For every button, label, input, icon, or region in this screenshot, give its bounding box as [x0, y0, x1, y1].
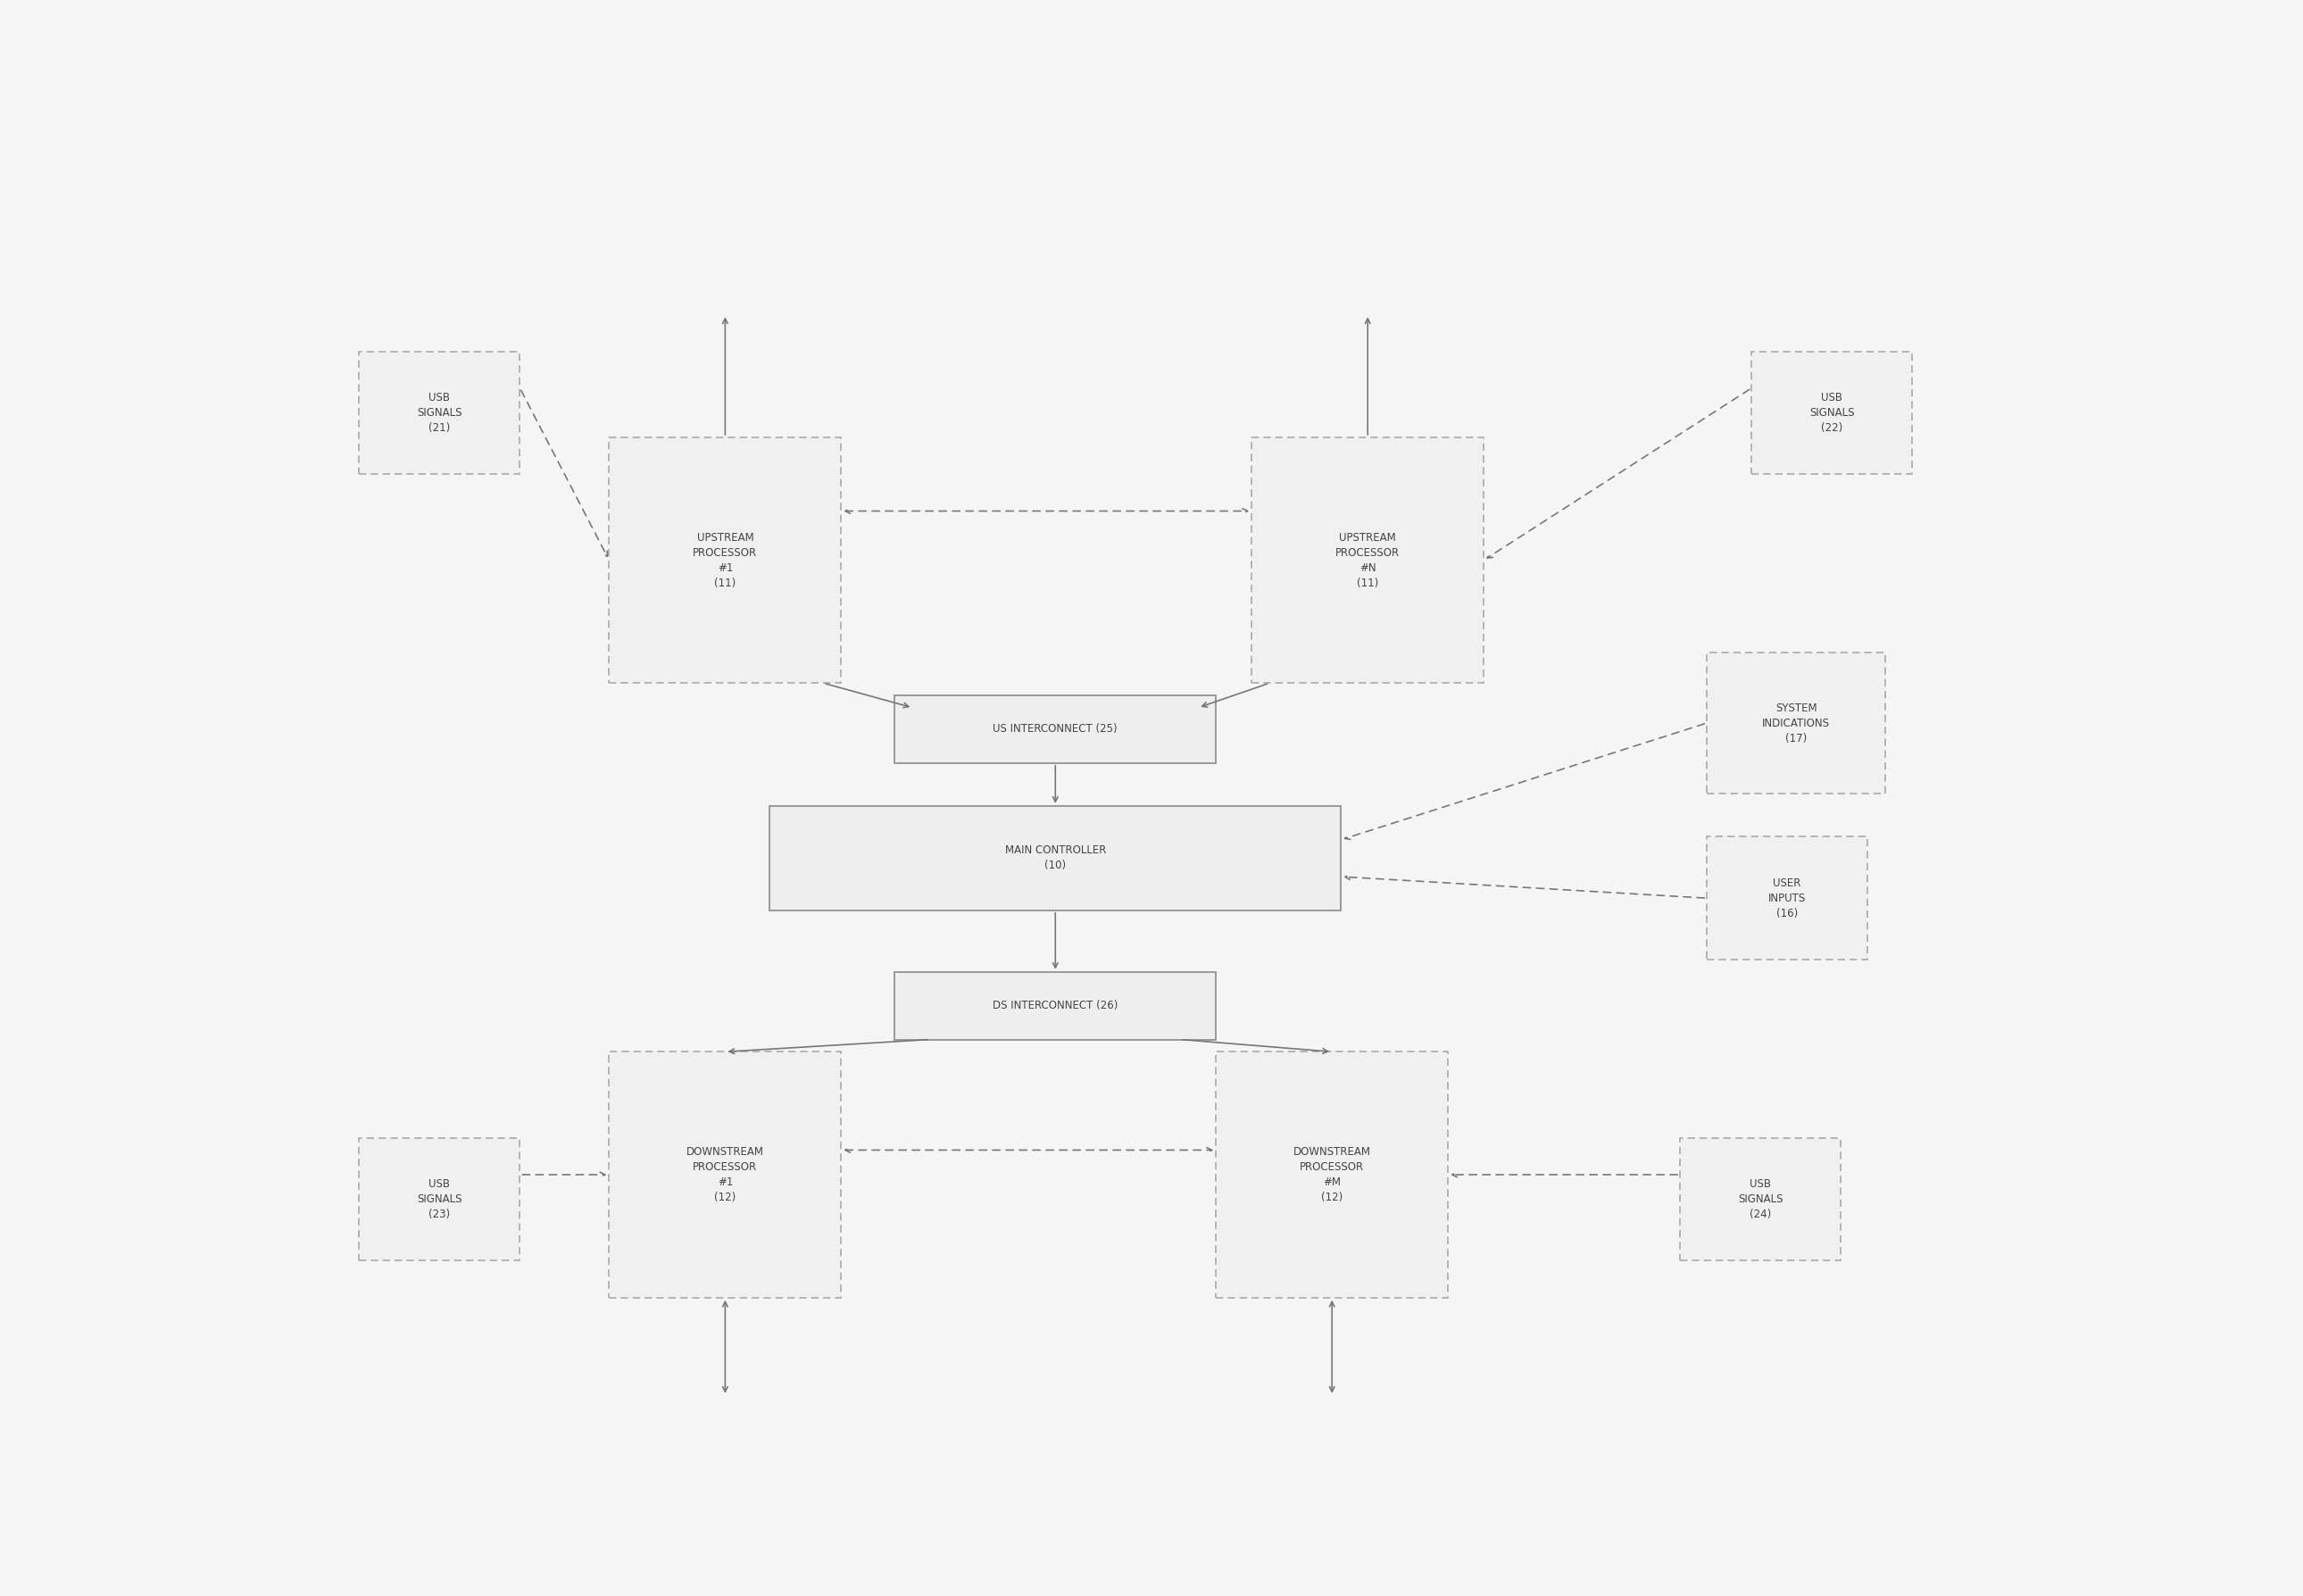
Bar	[359, 1138, 520, 1261]
Text: UPSTREAM
PROCESSOR
#1
(11): UPSTREAM PROCESSOR #1 (11)	[693, 531, 758, 589]
Text: US INTERCONNECT (25): US INTERCONNECT (25)	[993, 723, 1117, 736]
Bar	[608, 437, 841, 683]
Bar	[769, 806, 1340, 910]
Bar	[1707, 653, 1886, 793]
Bar	[359, 351, 520, 474]
Bar	[894, 972, 1216, 1039]
Text: USB
SIGNALS
(22): USB SIGNALS (22)	[1810, 391, 1854, 434]
Bar	[608, 1052, 841, 1298]
Bar	[894, 696, 1216, 763]
Text: DOWNSTREAM
PROCESSOR
#M
(12): DOWNSTREAM PROCESSOR #M (12)	[1294, 1146, 1370, 1203]
Text: DS INTERCONNECT (26): DS INTERCONNECT (26)	[993, 999, 1117, 1012]
Bar	[1681, 1138, 1840, 1261]
Bar	[1253, 437, 1483, 683]
Text: DOWNSTREAM
PROCESSOR
#1
(12): DOWNSTREAM PROCESSOR #1 (12)	[686, 1146, 765, 1203]
Text: UPSTREAM
PROCESSOR
#N
(11): UPSTREAM PROCESSOR #N (11)	[1336, 531, 1400, 589]
Text: USB
SIGNALS
(24): USB SIGNALS (24)	[1739, 1178, 1783, 1221]
Text: SYSTEM
INDICATIONS
(17): SYSTEM INDICATIONS (17)	[1762, 702, 1831, 744]
Bar	[1216, 1052, 1449, 1298]
Text: MAIN CONTROLLER
(10): MAIN CONTROLLER (10)	[1004, 844, 1105, 871]
Bar	[1750, 351, 1911, 474]
Text: USER
INPUTS
(16): USER INPUTS (16)	[1769, 878, 1806, 919]
Bar	[1707, 836, 1868, 959]
Text: USB
SIGNALS
(23): USB SIGNALS (23)	[417, 1178, 463, 1221]
Text: USB
SIGNALS
(21): USB SIGNALS (21)	[417, 391, 463, 434]
